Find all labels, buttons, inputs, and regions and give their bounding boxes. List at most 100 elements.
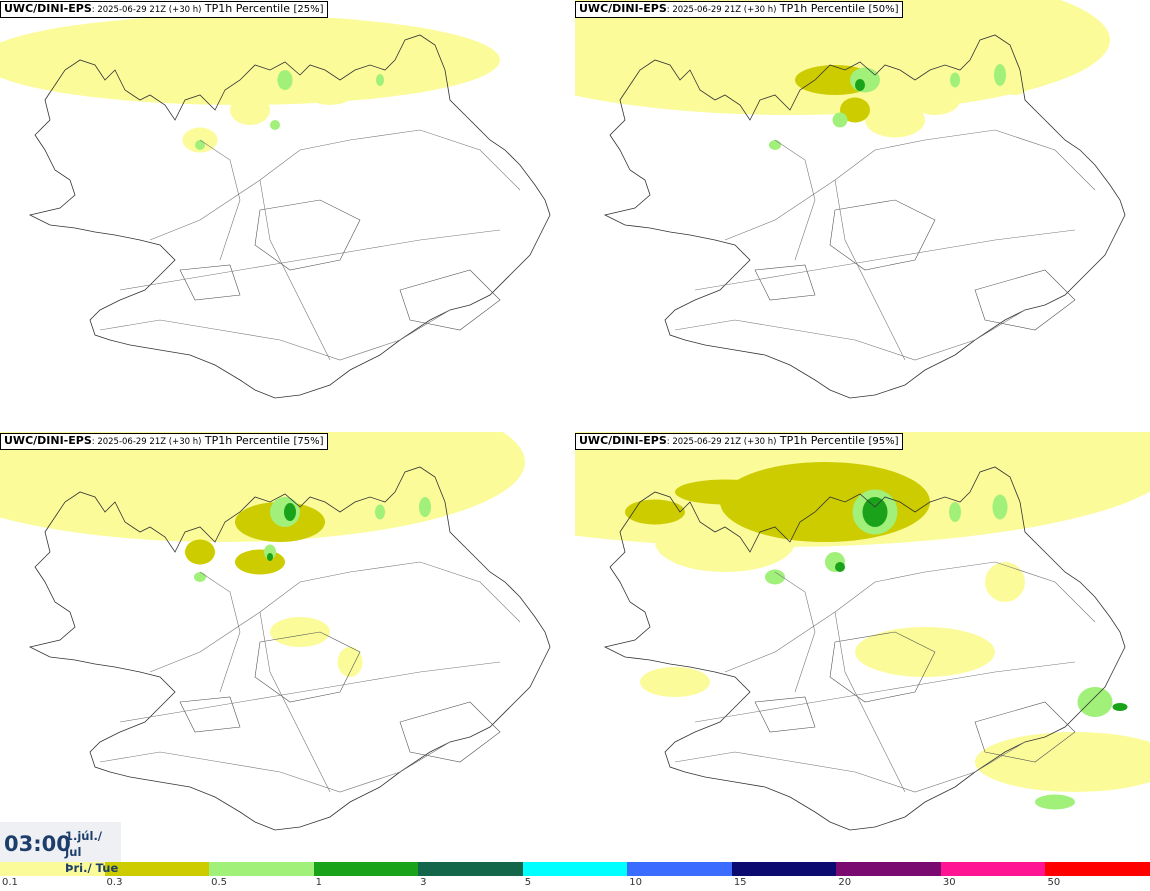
map-panel-p75: UWC/DINI-EPS: 2025-06-29 21Z (+30 h) TP1… bbox=[0, 432, 575, 864]
precip-map bbox=[575, 432, 1150, 831]
precip-map bbox=[0, 15, 551, 399]
precip-area bbox=[862, 497, 888, 527]
boundary-line bbox=[179, 696, 241, 733]
road-line bbox=[674, 741, 1026, 793]
legend-label: 20 bbox=[838, 877, 852, 888]
precip-map bbox=[575, 0, 1126, 399]
road-line bbox=[199, 139, 241, 261]
precip-area bbox=[640, 667, 710, 697]
panel-title: UWC/DINI-EPS: 2025-06-29 21Z (+30 h) TP1… bbox=[0, 433, 328, 450]
valid-time-box: 03:00 1.júl./ Jul Þri./ Tue bbox=[0, 822, 121, 875]
road-line bbox=[259, 611, 331, 793]
precip-area bbox=[985, 562, 1025, 602]
legend-swatch bbox=[209, 862, 314, 876]
road-line bbox=[774, 139, 816, 261]
boundary-line bbox=[254, 631, 361, 703]
boundary-line bbox=[254, 199, 361, 271]
panel-title: UWC/DINI-EPS: 2025-06-29 21Z (+30 h) TP1… bbox=[575, 433, 903, 450]
legend-swatch bbox=[627, 862, 732, 876]
road-line bbox=[149, 129, 521, 241]
legend-swatch bbox=[836, 862, 941, 876]
precip-area bbox=[376, 74, 384, 86]
color-legend-labels: 0.1 0.3 0.5 1 3 5 10 15 20 30 50 bbox=[0, 877, 1150, 891]
legend-label: 30 bbox=[942, 877, 956, 888]
coastline bbox=[603, 34, 1126, 399]
boundary-line bbox=[829, 199, 936, 271]
precip-area bbox=[185, 539, 215, 565]
map-panel-p50: UWC/DINI-EPS: 2025-06-29 21Z (+30 h) TP1… bbox=[575, 0, 1150, 432]
road-line bbox=[119, 661, 501, 723]
precip-area bbox=[975, 732, 1150, 792]
precip-area bbox=[850, 67, 880, 93]
road-line bbox=[834, 179, 906, 361]
precip-area bbox=[1112, 703, 1128, 711]
road-line bbox=[694, 661, 1076, 723]
road-line bbox=[724, 129, 1096, 241]
legend-label: 0.3 bbox=[106, 877, 123, 888]
boundary-line bbox=[974, 269, 1076, 331]
precip-area bbox=[855, 79, 865, 91]
road-line bbox=[724, 561, 1096, 673]
legend-swatch bbox=[731, 862, 837, 876]
precip-area bbox=[840, 97, 870, 123]
boundary-line bbox=[179, 264, 241, 301]
precip-area bbox=[277, 70, 293, 90]
coastline bbox=[603, 466, 1126, 831]
precip-area bbox=[865, 102, 925, 138]
legend-swatch bbox=[522, 862, 628, 876]
panel-title: UWC/DINI-EPS: 2025-06-29 21Z (+30 h) TP1… bbox=[0, 1, 328, 18]
map-panel-p95: UWC/DINI-EPS: 2025-06-29 21Z (+30 h) TP1… bbox=[575, 432, 1150, 864]
precip-area bbox=[950, 72, 960, 88]
valid-date: 1.júl./ Jul Þri./ Tue bbox=[65, 829, 119, 875]
legend-swatch bbox=[313, 862, 419, 876]
precip-area bbox=[855, 627, 995, 677]
legend-label: 3 bbox=[420, 877, 427, 888]
road-line bbox=[774, 571, 816, 693]
precip-area bbox=[765, 569, 785, 585]
precip-area bbox=[300, 65, 360, 105]
boundary-line bbox=[399, 701, 501, 763]
legend-swatch bbox=[1045, 862, 1150, 876]
precip-area bbox=[1000, 65, 1030, 95]
panel-title: UWC/DINI-EPS: 2025-06-29 21Z (+30 h) TP1… bbox=[575, 1, 903, 18]
precip-area bbox=[337, 647, 363, 677]
boundary-line bbox=[829, 631, 936, 703]
precip-area bbox=[992, 494, 1008, 520]
boundary-line bbox=[754, 696, 816, 733]
precip-area bbox=[230, 95, 270, 125]
precip-area bbox=[0, 432, 525, 542]
precip-area bbox=[80, 474, 160, 510]
road-line bbox=[149, 561, 521, 673]
coastline bbox=[28, 34, 551, 399]
road-line bbox=[674, 309, 1026, 361]
road-line bbox=[119, 229, 501, 291]
precip-area bbox=[1035, 794, 1075, 810]
precip-area bbox=[835, 562, 845, 572]
color-legend-bar bbox=[0, 862, 1150, 876]
road-line bbox=[199, 571, 241, 693]
legend-swatch bbox=[940, 862, 1046, 876]
precip-area bbox=[375, 504, 385, 520]
precip-area bbox=[1077, 687, 1113, 717]
precip-area bbox=[769, 140, 781, 150]
valid-time: 03:00 bbox=[4, 832, 71, 856]
legend-label: 5 bbox=[524, 877, 532, 888]
precip-area bbox=[235, 549, 285, 575]
road-line bbox=[694, 229, 1076, 291]
precip-area bbox=[419, 497, 431, 517]
precip-area bbox=[675, 479, 775, 505]
road-line bbox=[259, 179, 331, 361]
precip-area bbox=[832, 112, 848, 128]
boundary-line bbox=[399, 269, 501, 331]
road-line bbox=[99, 741, 451, 793]
legend-label: 0.1 bbox=[2, 877, 18, 888]
legend-label: 10 bbox=[629, 877, 642, 888]
precip-area bbox=[910, 85, 960, 115]
legend-label: 0.5 bbox=[211, 877, 227, 888]
boundary-line bbox=[754, 264, 816, 301]
boundary-line bbox=[974, 701, 1076, 763]
legend-swatch bbox=[418, 862, 523, 876]
precip-area bbox=[55, 457, 105, 487]
precip-area bbox=[284, 503, 296, 521]
precip-area bbox=[994, 64, 1006, 86]
